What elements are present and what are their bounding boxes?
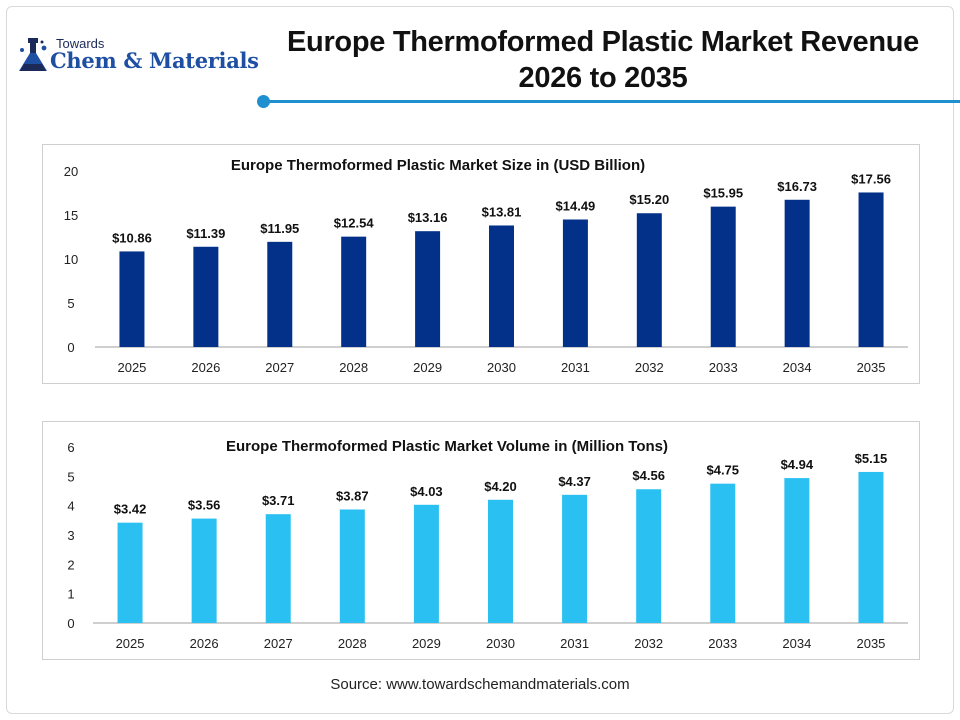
title-underline [262,100,960,103]
x-tick-label: 2032 [634,636,663,651]
page-title: Europe Thermoformed Plastic Market Reven… [258,24,948,96]
x-tick-label: 2027 [265,360,294,375]
y-tick-label: 2 [67,557,74,572]
x-tick-label: 2030 [486,636,515,651]
data-label: $4.56 [632,468,665,483]
bar-2029 [413,504,439,623]
x-tick-label: 2027 [264,636,293,651]
brand-name: Chem & Materials [50,48,259,73]
market-volume-chart-panel: Europe Thermoformed Plastic Market Volum… [42,421,920,660]
bar-2031 [562,219,588,347]
bar-2034 [784,478,810,623]
x-tick-label: 2032 [635,360,664,375]
y-tick-label: 5 [67,296,74,311]
brand-towards: Towards [56,36,105,51]
y-tick-label: 1 [67,587,74,602]
title-line-1: Europe Thermoformed Plastic Market Reven… [286,26,920,58]
y-tick-label: 20 [64,164,78,179]
x-tick-label: 2025 [117,360,146,375]
data-label: $12.54 [334,216,375,231]
title-underline-dot [257,95,270,108]
bar-2026 [191,518,217,623]
data-label: $4.37 [558,474,591,489]
data-label: $4.20 [484,479,517,494]
data-label: $4.94 [781,457,814,472]
x-tick-label: 2026 [190,636,219,651]
data-label: $4.75 [706,463,739,478]
bar-2029 [415,231,441,347]
data-label: $13.16 [408,210,448,225]
data-label: $16.73 [777,179,817,194]
market-size-chart-panel: Europe Thermoformed Plastic Market Size … [42,144,920,384]
data-label: $3.71 [262,493,295,508]
market-volume-chart: Europe Thermoformed Plastic Market Volum… [67,438,908,651]
data-label: $13.81 [482,204,522,219]
bar-2030 [489,225,514,347]
x-tick-label: 2033 [708,636,737,651]
bar-2027 [267,241,293,347]
bar-2032 [636,489,662,623]
data-label: $4.03 [410,484,443,499]
bar-2035 [858,192,884,347]
chart-title: Europe Thermoformed Plastic Market Size … [231,157,645,174]
bar-2033 [710,483,736,623]
x-tick-label: 2028 [339,360,368,375]
x-tick-label: 2035 [856,636,885,651]
x-tick-label: 2030 [487,360,516,375]
bar-2032 [636,213,662,347]
flask-icon [19,38,47,71]
data-label: $15.95 [703,186,743,201]
bar-2033 [710,206,736,347]
market-size-chart: Europe Thermoformed Plastic Market Size … [64,157,908,375]
y-tick-label: 4 [67,499,74,514]
x-tick-label: 2031 [561,360,590,375]
data-label: $3.87 [336,488,369,503]
bar-2026 [193,246,219,347]
data-label: $10.86 [112,230,152,245]
bar-2027 [265,514,291,623]
chart-title: Europe Thermoformed Plastic Market Volum… [226,438,668,455]
bar-2028 [339,509,365,623]
x-tick-label: 2035 [857,360,886,375]
data-label: $11.39 [186,226,225,241]
bar-2025 [117,522,143,623]
x-tick-label: 2029 [413,360,442,375]
y-tick-label: 5 [67,469,74,484]
brand-logo: Towards Chem & Materials [16,34,261,78]
x-tick-label: 2028 [338,636,367,651]
bar-2028 [341,236,367,347]
x-tick-label: 2031 [560,636,589,651]
bar-2025 [119,251,145,347]
data-label: $3.42 [114,502,147,517]
bar-2034 [784,199,810,347]
data-label: $5.15 [855,451,888,466]
x-tick-label: 2026 [191,360,220,375]
x-tick-label: 2034 [783,360,812,375]
title-line-2: 2026 to 2035 [518,62,688,94]
y-tick-label: 3 [67,528,74,543]
y-tick-label: 15 [64,208,78,223]
x-tick-label: 2025 [116,636,145,651]
y-tick-label: 6 [67,440,74,455]
x-tick-label: 2033 [709,360,738,375]
y-tick-label: 0 [67,340,74,355]
source-note: Source: www.towardschemandmaterials.com [330,676,630,693]
bar-2035 [858,471,884,623]
data-label: $3.56 [188,498,221,513]
x-tick-label: 2034 [782,636,811,651]
bar-2030 [488,499,513,623]
data-label: $15.20 [629,192,669,207]
bar-2031 [562,494,588,623]
y-tick-label: 0 [67,616,74,631]
y-tick-label: 10 [64,252,78,267]
data-label: $17.56 [851,171,891,186]
data-label: $11.95 [260,221,299,236]
x-tick-label: 2029 [412,636,441,651]
data-label: $14.49 [556,198,596,213]
